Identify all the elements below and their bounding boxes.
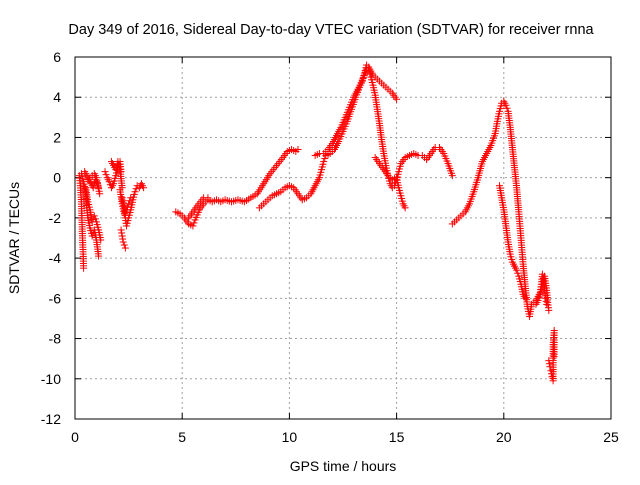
data-point-marker [118, 232, 126, 240]
data-point-marker [545, 306, 553, 314]
data-point-marker [521, 294, 529, 302]
data-point-marker [294, 146, 302, 154]
data-point-marker [88, 232, 96, 240]
data-point-marker [102, 171, 110, 179]
data-point-marker [131, 188, 139, 196]
data-point-marker [514, 269, 522, 277]
data-point-marker [513, 266, 521, 274]
data-point-marker [97, 236, 105, 244]
y-tick-label: -4 [49, 250, 62, 266]
x-tick-label: 10 [282, 429, 298, 445]
data-point-marker [204, 194, 212, 202]
data-point-marker [91, 215, 99, 223]
data-point-marker [121, 244, 129, 252]
y-tick-label: 4 [53, 89, 61, 105]
y-tick-label: -2 [49, 210, 62, 226]
y-tick-label: -6 [49, 290, 62, 306]
data-points [75, 61, 558, 385]
data-point-marker [393, 95, 401, 103]
data-point-marker [125, 200, 133, 208]
grid-lines [75, 57, 611, 419]
data-point-marker [117, 226, 125, 234]
y-tick-label: 6 [53, 49, 61, 65]
chart-title: Day 349 of 2016, Sidereal Day-to-day VTE… [68, 22, 594, 38]
y-axis-label: SDTVAR / TECUs [6, 182, 22, 294]
y-tick-label: -8 [49, 331, 62, 347]
x-tick-label: 5 [178, 429, 186, 445]
data-point-marker [390, 182, 398, 190]
x-tick-label: 0 [71, 429, 79, 445]
y-tick-label: -12 [41, 411, 61, 427]
x-tick-label: 25 [603, 429, 619, 445]
data-point-marker [550, 353, 558, 361]
data-point-marker [132, 185, 140, 193]
data-point-marker [502, 101, 510, 109]
y-tick-label: 0 [53, 170, 61, 186]
data-point-marker [105, 178, 113, 186]
data-point-marker [80, 264, 88, 272]
data-point-marker [189, 222, 197, 230]
data-point-marker [120, 241, 128, 249]
data-point-marker [321, 155, 329, 163]
data-point-marker [90, 212, 98, 220]
data-point-marker [119, 235, 127, 243]
data-point-marker [535, 293, 543, 301]
data-point-marker [127, 194, 135, 202]
data-point-marker [101, 168, 109, 176]
x-axis-label: GPS time / hours [290, 458, 397, 474]
data-point-marker [190, 219, 198, 227]
y-tick-label: -10 [41, 371, 61, 387]
data-point-marker [124, 203, 132, 211]
data-point-marker [542, 297, 550, 305]
data-point-marker [448, 172, 456, 180]
plot-area-frame [74, 56, 612, 420]
x-tick-label: 20 [496, 429, 512, 445]
data-point-marker [122, 206, 130, 214]
data-point-marker [95, 184, 103, 192]
x-tick-label: 15 [389, 429, 405, 445]
data-point-marker [503, 104, 511, 112]
data-point-marker [95, 252, 103, 260]
data-point-marker [140, 184, 148, 192]
data-point-marker [534, 296, 542, 304]
data-point-marker [320, 158, 328, 166]
data-point-marker [126, 197, 134, 205]
data-point-marker [545, 360, 553, 368]
y-tick-label: 2 [53, 129, 61, 145]
data-point-marker [118, 229, 126, 237]
data-point-marker [96, 190, 104, 198]
data-point-marker [119, 238, 127, 246]
data-point-marker [401, 204, 409, 212]
